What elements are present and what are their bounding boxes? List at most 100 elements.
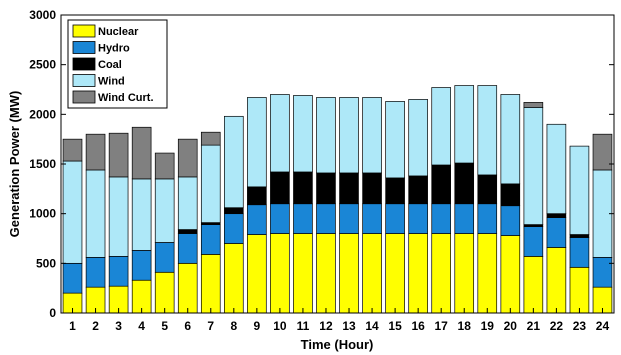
bar-coal-hour-19 — [477, 174, 498, 205]
legend-label: Wind — [98, 76, 125, 88]
y-tick-label: 1000 — [29, 207, 56, 221]
x-tick-label: 24 — [596, 319, 610, 333]
bar-hydro-hour-4 — [131, 250, 152, 281]
x-tick-label: 11 — [297, 319, 310, 333]
x-tick-label: 3 — [115, 319, 122, 333]
bar-wind-curt-hour-1 — [62, 138, 83, 162]
x-tick-label: 22 — [550, 319, 564, 333]
x-tick-label: 17 — [435, 319, 449, 333]
legend: Nuclear Hydro Coal Wind Wind Curt. — [67, 19, 168, 109]
bar-hydro-hour-2 — [85, 257, 106, 288]
bar-wind-hour-16 — [408, 99, 428, 177]
x-tick-label: 23 — [573, 319, 587, 333]
bar-nuclear-hour-18 — [454, 233, 475, 314]
bar-nuclear-hour-17 — [431, 233, 451, 314]
bar-coal-hour-15 — [385, 177, 405, 205]
bar-coal-hour-11 — [293, 171, 313, 205]
bar-wind-hour-6 — [177, 176, 198, 230]
x-tick-label: 13 — [342, 319, 356, 333]
bar-coal-hour-12 — [316, 172, 336, 205]
x-axis-title: Time (Hour) — [301, 337, 374, 352]
bar-nuclear-hour-5 — [154, 271, 175, 314]
bar-nuclear-hour-15 — [385, 233, 405, 314]
x-tick-label: 8 — [230, 319, 237, 333]
x-axis-ticks: 1 2 3 4 5 6 7 8 9 10 11 12 13 14 15 16 17 18 19 20 21 22 23 24 — [69, 308, 609, 333]
y-tick-label: 3000 — [29, 8, 56, 22]
y-tick-label: 0 — [49, 306, 56, 320]
bar-nuclear-hour-7 — [200, 254, 221, 314]
bar-coal-hour-16 — [408, 175, 428, 205]
bar-hydro-hour-14 — [362, 203, 382, 234]
x-tick-label: 10 — [273, 319, 287, 333]
bar-wind-hour-20 — [500, 94, 521, 185]
bar-nuclear-hour-20 — [500, 235, 521, 314]
x-tick-label: 16 — [411, 319, 425, 333]
bar-coal-hour-23 — [569, 234, 590, 238]
bar-wind-curt-hour-21 — [523, 102, 544, 108]
bar-coal-hour-22 — [546, 213, 567, 218]
bar-nuclear-hour-22 — [546, 247, 567, 314]
x-tick-label: 6 — [184, 319, 191, 333]
bar-hydro-hour-8 — [224, 213, 244, 244]
bar-wind-hour-7 — [200, 144, 221, 223]
bar-coal-hour-8 — [224, 207, 244, 215]
x-tick-label: 21 — [527, 319, 541, 333]
legend-label: Wind Curt. — [98, 92, 154, 104]
legend-swatch — [72, 74, 96, 87]
legend-label: Nuclear — [98, 26, 139, 38]
bar-hydro-hour-20 — [500, 205, 521, 236]
bar-wind-curt-hour-24 — [592, 133, 613, 171]
bar-wind-hour-23 — [569, 145, 590, 235]
bar-wind-hour-1 — [62, 160, 83, 264]
bar-wind-hour-10 — [270, 94, 290, 173]
bar-hydro-hour-23 — [569, 237, 590, 268]
bar-wind-hour-15 — [385, 101, 405, 179]
bar-wind-hour-13 — [339, 97, 359, 174]
bar-hydro-hour-19 — [477, 203, 498, 234]
bar-hydro-hour-15 — [385, 203, 405, 234]
y-tick-label: 2500 — [29, 58, 56, 72]
bar-nuclear-hour-12 — [316, 233, 336, 314]
bar-wind-curt-hour-5 — [154, 152, 175, 180]
bar-wind-hour-2 — [85, 169, 106, 258]
bar-wind-hour-8 — [224, 115, 244, 209]
bar-wind-hour-3 — [108, 176, 129, 257]
y-tick-label: 2000 — [29, 107, 56, 121]
bar-wind-hour-22 — [546, 123, 567, 215]
bar-wind-hour-4 — [131, 178, 152, 251]
bar-coal-hour-10 — [270, 171, 290, 205]
bar-wind-curt-hour-3 — [108, 132, 129, 178]
bar-wind-hour-12 — [316, 97, 336, 174]
x-tick-label: 4 — [138, 319, 145, 333]
bar-stacks — [62, 85, 613, 314]
bar-wind-curt-hour-7 — [200, 131, 221, 146]
legend-label: Hydro — [98, 43, 130, 55]
bar-nuclear-hour-10 — [270, 233, 290, 314]
bar-wind-curt-hour-4 — [131, 126, 152, 180]
bar-wind-hour-21 — [523, 107, 544, 225]
x-tick-label: 20 — [504, 319, 518, 333]
bar-wind-hour-17 — [431, 87, 451, 166]
x-tick-label: 9 — [254, 319, 261, 333]
bar-hydro-hour-22 — [546, 217, 567, 248]
bar-wind-hour-5 — [154, 178, 175, 243]
bar-hydro-hour-16 — [408, 203, 428, 234]
bar-hydro-hour-6 — [177, 233, 198, 264]
bar-hydro-hour-5 — [154, 242, 175, 273]
x-tick-label: 7 — [207, 319, 214, 333]
bar-nuclear-hour-13 — [339, 233, 359, 314]
bar-nuclear-hour-8 — [224, 243, 244, 314]
legend-swatch — [72, 57, 96, 71]
y-tick-label: 500 — [36, 256, 56, 270]
bar-hydro-hour-3 — [108, 256, 129, 287]
y-tick-label: 1500 — [29, 157, 56, 171]
legend-swatch — [72, 90, 96, 104]
bar-nuclear-hour-19 — [477, 233, 498, 314]
bar-nuclear-hour-16 — [408, 233, 428, 314]
y-axis-ticks: 0 500 1000 1500 2000 2500 3000 — [29, 8, 614, 320]
bar-nuclear-hour-6 — [177, 262, 198, 314]
x-tick-label: 1 — [69, 319, 76, 333]
bar-wind-hour-18 — [454, 85, 475, 164]
bar-coal-hour-20 — [500, 183, 521, 207]
